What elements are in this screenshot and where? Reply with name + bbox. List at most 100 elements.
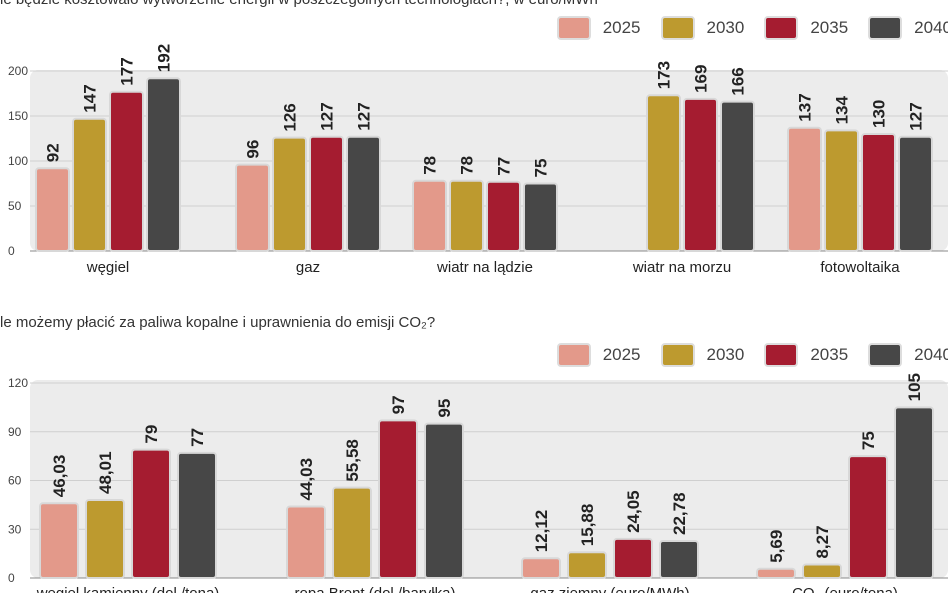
bar-2040: [659, 539, 699, 579]
y-tick-label: 50: [8, 199, 22, 213]
bar-2040: [177, 451, 217, 579]
legend-label: 2035: [810, 345, 849, 364]
y-tick-label: 120: [8, 376, 28, 390]
data-label: 134: [833, 95, 852, 124]
bar-2025: [756, 567, 796, 579]
bar-2030: [332, 486, 372, 579]
bar-2035: [309, 135, 344, 252]
bar-2035: [109, 90, 144, 252]
chart1-title: le będzie kosztowało wytworzenie energii…: [0, 0, 598, 8]
legend-item: 2040: [868, 16, 948, 40]
y-tick-label: 0: [8, 244, 15, 258]
bar-2030: [272, 136, 307, 253]
legend-label: 2040: [914, 345, 948, 364]
legend-label: 2030: [706, 345, 745, 364]
data-label: 130: [870, 100, 889, 128]
legend-swatch: [868, 343, 903, 367]
bar-2025: [521, 557, 561, 579]
data-label: 15,88: [578, 504, 597, 547]
data-label: 75: [532, 159, 551, 178]
y-tick-label: 200: [8, 64, 28, 78]
data-label: 105: [905, 373, 924, 401]
legend-swatch: [660, 16, 695, 40]
legend-label: 2025: [602, 18, 641, 37]
data-label: 166: [729, 67, 748, 95]
data-label: 44,03: [297, 458, 316, 501]
bar-2030: [72, 117, 107, 252]
category-label: gaz: [296, 259, 320, 276]
y-tick-label: 150: [8, 109, 28, 123]
legend-swatch: [556, 16, 591, 40]
data-label: 192: [155, 44, 174, 72]
legend-item: 2035: [764, 16, 848, 40]
bar-2040: [898, 135, 933, 252]
category-label: wiatr na lądzie: [436, 259, 533, 276]
category-label: węgiel: [86, 259, 130, 276]
legend-item: 2030: [660, 343, 745, 367]
data-label: 177: [118, 57, 137, 85]
data-label: 24,05: [624, 490, 643, 533]
data-label: 12,12: [532, 510, 551, 553]
legend-item: 2030: [660, 16, 745, 40]
data-label: 137: [796, 93, 815, 121]
bar-2035: [378, 419, 418, 579]
data-label: 78: [458, 156, 477, 175]
data-label: 5,69: [767, 530, 786, 563]
data-label: 97: [389, 395, 408, 414]
y-tick-label: 90: [8, 425, 22, 439]
bar-2035: [131, 448, 171, 579]
data-label: 127: [318, 102, 337, 130]
chart2-legend: 2025 2030 2035 2040: [537, 343, 948, 367]
legend-label: 2030: [706, 18, 745, 37]
legend-swatch: [868, 16, 903, 40]
legend-item: 2025: [556, 343, 641, 367]
legend-swatch: [764, 16, 799, 40]
data-label: 96: [244, 140, 263, 159]
category-label: gaz ziemny (euro/MWh): [530, 585, 689, 593]
data-label: 126: [281, 103, 300, 131]
plot-background: [30, 380, 948, 578]
legend-label: 2025: [602, 345, 641, 364]
bar-2040: [720, 100, 755, 252]
bar-2025: [39, 502, 79, 580]
data-label: 173: [655, 61, 674, 89]
legend-swatch: [556, 343, 591, 367]
bar-2040: [894, 406, 934, 579]
bar-2025: [286, 505, 326, 580]
y-tick-label: 0: [8, 571, 15, 585]
bar-2035: [861, 133, 896, 252]
legend-item: 2040: [868, 343, 948, 367]
bar-2040: [523, 182, 558, 252]
data-label: 75: [859, 431, 878, 450]
data-label: 46,03: [50, 455, 69, 498]
bar-2035: [848, 455, 888, 579]
legend-label: 2040: [914, 18, 948, 37]
category-label: wiatr na morzu: [632, 259, 731, 276]
data-label: 8,27: [813, 525, 832, 558]
bar-2025: [412, 179, 447, 252]
bar-2030: [449, 179, 484, 252]
bar-2025: [35, 167, 70, 252]
chart2-title: le możemy płacić za paliwa kopalne i upr…: [0, 314, 436, 331]
data-label: 22,78: [670, 492, 689, 535]
bar-2040: [424, 422, 464, 579]
legend-swatch: [660, 343, 695, 367]
legend-label: 2035: [810, 18, 849, 37]
bar-2030: [567, 551, 607, 580]
bar-2035: [486, 180, 521, 252]
data-label: 55,58: [343, 439, 362, 482]
y-tick-label: 100: [8, 154, 28, 168]
category-label: fotowoltaika: [820, 259, 900, 276]
bar-2030: [824, 129, 859, 252]
bar-2030: [802, 563, 842, 580]
category-label: CO₂ (euro/tona): [792, 585, 898, 593]
legend-item: 2025: [556, 16, 641, 40]
data-label: 48,01: [96, 451, 115, 494]
bar-2025: [787, 126, 822, 252]
data-label: 127: [907, 102, 926, 130]
bar-2040: [146, 77, 181, 252]
data-label: 127: [355, 102, 374, 130]
bar-2030: [646, 94, 681, 252]
data-label: 95: [435, 399, 454, 418]
